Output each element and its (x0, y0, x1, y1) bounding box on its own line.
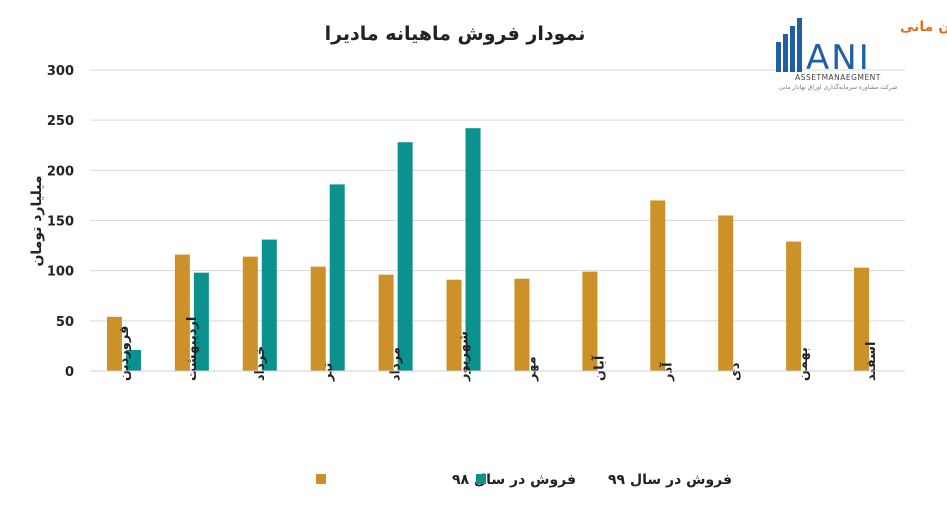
y-tick-labels: 0 50 100 150 200 250 300 (47, 64, 74, 380)
bar-series-2-6 (465, 128, 481, 371)
company-logo: سبدگردان مانی ANI ASSETMANAEGMENT شرکت م… (776, 18, 947, 91)
bar-series-1-11 (786, 241, 802, 371)
x-tick-label: شهریور (457, 331, 472, 382)
x-tick-label: آبان (590, 355, 607, 381)
bar-series-1-6 (446, 279, 462, 371)
y-tick-label: 50 (56, 315, 74, 330)
bar-series-1-3 (242, 256, 258, 371)
legend-label-98: فروش در سال ۹۸ (452, 472, 576, 488)
logo-wordmark: ANI (806, 38, 871, 78)
bar-series-1-9 (650, 200, 666, 371)
y-tick-label: 150 (47, 215, 74, 230)
bar-series-1-2 (174, 254, 190, 371)
y-tick-label: 100 (47, 265, 74, 280)
bars (106, 128, 870, 371)
logo-persian-name: سبدگردان مانی (900, 18, 947, 35)
bar-series-1-8 (582, 271, 598, 371)
bar-series-1-10 (718, 215, 734, 371)
y-tick-label: 200 (47, 164, 74, 179)
y-tick-label: 300 (47, 64, 74, 79)
logo-tagline: شرکت مشاوره سرمایه‌گذاری اوراق بهادار ما… (779, 83, 898, 91)
x-tick-label: اسفند (864, 342, 879, 381)
chart-title: نمودار فروش ماهیانه مادیرا (325, 23, 586, 45)
legend-swatch-99 (476, 474, 486, 484)
bar-series-2-2 (193, 272, 209, 371)
legend-swatch-98 (316, 474, 326, 484)
bar-series-2-4 (329, 184, 345, 371)
logo-building-icon (776, 18, 802, 72)
x-tick-label: مرداد (389, 347, 404, 381)
bar-series-1-7 (514, 278, 530, 371)
bar-series-1-4 (310, 266, 326, 371)
legend: فروش در سال ۹۸ فروش در سال ۹۹ (316, 472, 732, 488)
y-tick-label: 250 (47, 114, 74, 129)
x-tick-label: آذر (658, 362, 675, 382)
bar-series-2-5 (397, 142, 413, 371)
bar-series-2-3 (261, 239, 277, 371)
x-tick-label: خرداد (253, 346, 268, 381)
x-tick-label: تیر (321, 363, 336, 382)
y-axis-label: میلیارد تومان (29, 175, 45, 266)
plot-gridlines (90, 69, 905, 322)
x-tick-label: اردیبهشت (185, 317, 200, 381)
bar-series-1-1 (106, 316, 122, 371)
bar-series-2-1 (125, 349, 141, 371)
logo-subtitle: ASSETMANAEGMENT (795, 73, 881, 82)
legend-label-99: فروش در سال ۹۹ (608, 472, 732, 488)
x-tick-label: بهمن (796, 347, 811, 381)
x-tick-label: دی (728, 362, 743, 381)
x-tick-label: مهر (524, 356, 539, 382)
bar-series-1-5 (378, 274, 394, 371)
bar-series-1-12 (854, 267, 870, 371)
y-tick-label: 0 (65, 365, 74, 380)
x-tick-labels: فروردین اردیبهشت خرداد تیر مرداد شهریور مهر آبا… (117, 317, 879, 382)
x-tick-label: فروردین (117, 326, 132, 381)
